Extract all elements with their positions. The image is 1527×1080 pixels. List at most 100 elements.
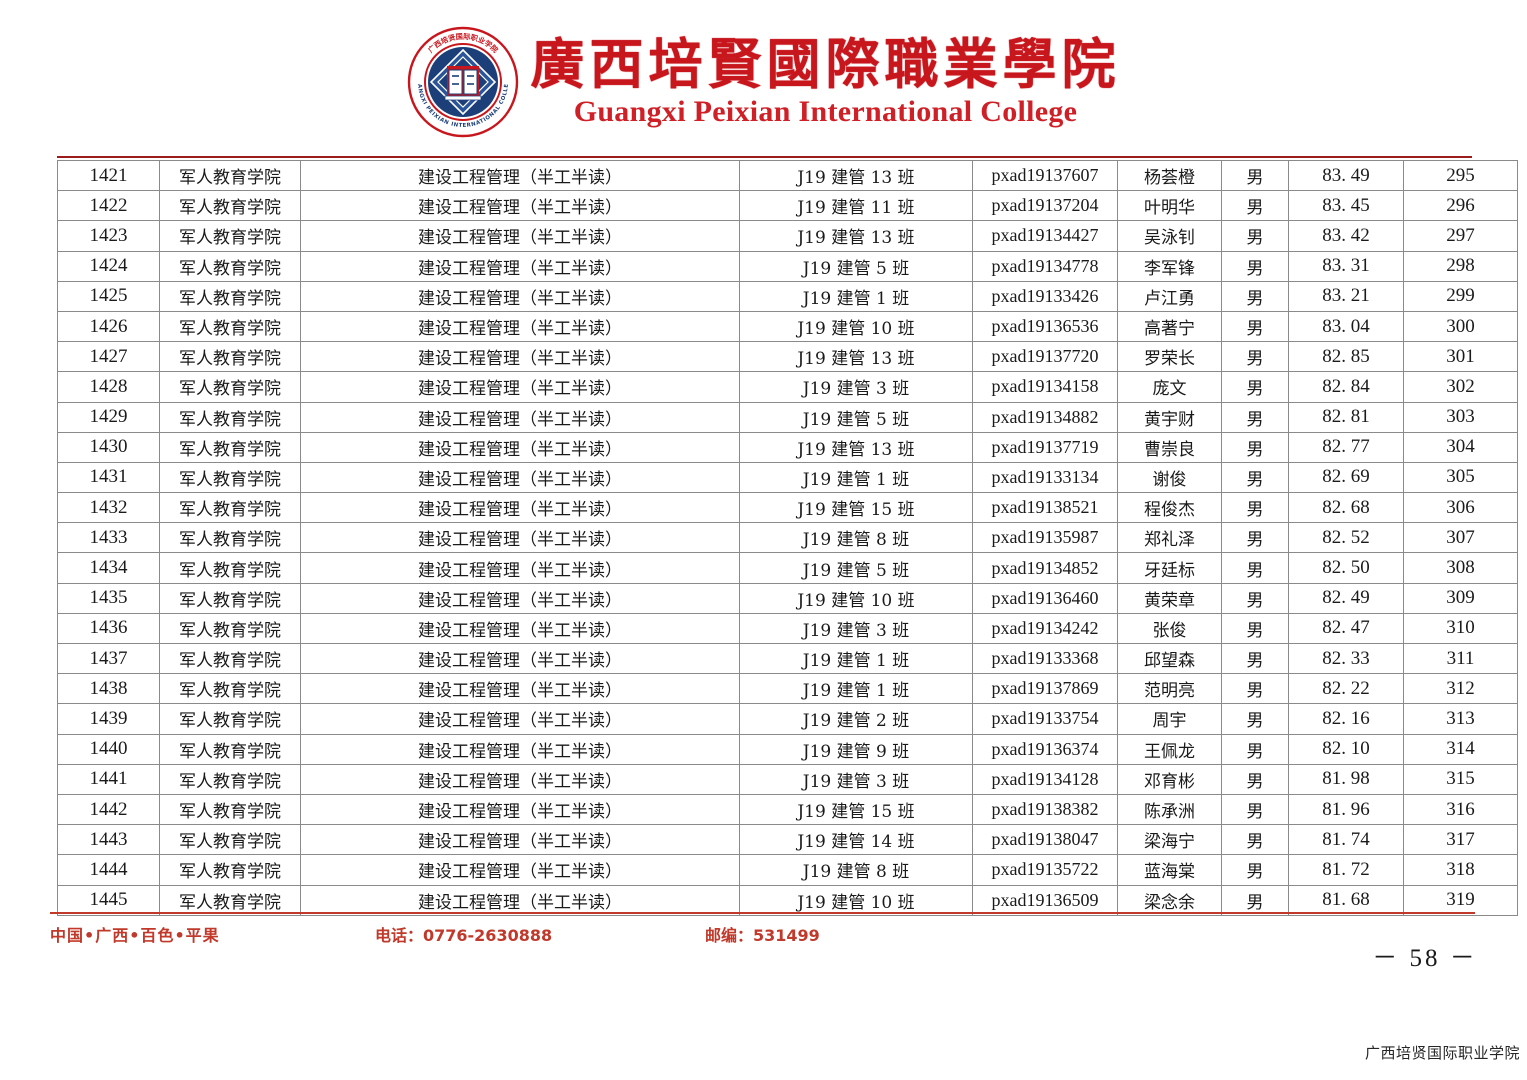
cell-gender: 男 bbox=[1221, 159, 1289, 192]
cell-class: J19 建管 1 班 bbox=[739, 673, 973, 705]
cell-rank: 306 bbox=[1403, 492, 1518, 524]
cell-sequence: 1442 bbox=[57, 793, 160, 826]
cell-score: 81. 74 bbox=[1288, 824, 1404, 856]
footer-contact-bar: 中国•广西•百色•平果 电话：0776-2630888 邮编：531499 bbox=[50, 918, 1475, 948]
cell-major: 建设工程管理（半工半读） bbox=[300, 552, 740, 584]
cell-sequence: 1437 bbox=[57, 642, 160, 675]
cell-major: 建设工程管理（半工半读） bbox=[300, 461, 740, 494]
table-top-rule bbox=[57, 156, 1472, 158]
cell-rank: 312 bbox=[1403, 673, 1518, 705]
cell-class: J19 建管 15 班 bbox=[739, 793, 973, 826]
footer-zipcode: 邮编：531499 bbox=[705, 926, 820, 945]
cell-class: J19 建管 13 班 bbox=[739, 431, 973, 463]
cell-name: 杨荟橙 bbox=[1117, 159, 1222, 192]
cell-gender: 男 bbox=[1221, 642, 1289, 675]
cell-score: 82. 68 bbox=[1288, 492, 1404, 524]
cell-gender: 男 bbox=[1221, 854, 1289, 886]
cell-class: J19 建管 5 班 bbox=[739, 552, 973, 584]
cell-sequence: 1435 bbox=[57, 582, 160, 614]
cell-college: 军人教育学院 bbox=[159, 793, 301, 826]
cell-name: 张俊 bbox=[1117, 612, 1222, 645]
cell-gender: 男 bbox=[1221, 824, 1289, 856]
student-roster-table: 1421 军人教育学院 建设工程管理（半工半读） J19 建管 13 班 pxad191… bbox=[57, 159, 1518, 916]
cell-class: J19 建管 14 班 bbox=[739, 824, 973, 856]
table-row: 1421 军人教育学院 建设工程管理（半工半读） J19 建管 13 班 pxad191… bbox=[57, 159, 1518, 192]
cell-gender: 男 bbox=[1221, 280, 1289, 312]
cell-score: 83. 04 bbox=[1288, 310, 1404, 343]
cell-gender: 男 bbox=[1221, 341, 1289, 373]
cell-student-id: pxad19134158 bbox=[972, 371, 1118, 403]
cell-college: 军人教育学院 bbox=[159, 310, 301, 343]
cell-student-id: pxad19138382 bbox=[972, 793, 1118, 826]
cell-class: J19 建管 13 班 bbox=[739, 159, 973, 192]
cell-gender: 男 bbox=[1221, 401, 1289, 433]
cell-rank: 318 bbox=[1403, 854, 1518, 886]
table-row: 1435 军人教育学院 建设工程管理（半工半读） J19 建管 10 班 pxad191… bbox=[57, 582, 1518, 614]
cell-score: 83. 21 bbox=[1288, 280, 1404, 312]
cell-student-id: pxad19134427 bbox=[972, 220, 1118, 252]
cell-gender: 男 bbox=[1221, 582, 1289, 614]
cell-rank: 297 bbox=[1403, 220, 1518, 252]
cell-student-id: pxad19138521 bbox=[972, 492, 1118, 524]
cell-name: 梁念余 bbox=[1117, 884, 1222, 916]
cell-class: J19 建管 1 班 bbox=[739, 642, 973, 675]
cell-name: 曹崇良 bbox=[1117, 431, 1222, 463]
cell-class: J19 建管 15 班 bbox=[739, 492, 973, 524]
cell-name: 叶明华 bbox=[1117, 190, 1222, 222]
cell-rank: 299 bbox=[1403, 280, 1518, 312]
cell-sequence: 1425 bbox=[57, 280, 160, 312]
cell-major: 建设工程管理（半工半读） bbox=[300, 612, 740, 645]
cell-score: 82. 85 bbox=[1288, 341, 1404, 373]
cell-score: 82. 52 bbox=[1288, 522, 1404, 554]
cell-college: 军人教育学院 bbox=[159, 220, 301, 252]
cell-college: 军人教育学院 bbox=[159, 461, 301, 494]
cell-class: J19 建管 8 班 bbox=[739, 854, 973, 886]
cell-gender: 男 bbox=[1221, 220, 1289, 252]
table-row: 1428 军人教育学院 建设工程管理（半工半读） J19 建管 3 班 pxad1913… bbox=[57, 371, 1518, 403]
cell-rank: 317 bbox=[1403, 824, 1518, 856]
cell-major: 建设工程管理（半工半读） bbox=[300, 824, 740, 856]
cell-sequence: 1434 bbox=[57, 552, 160, 584]
cell-sequence: 1438 bbox=[57, 673, 160, 705]
cell-score: 82. 22 bbox=[1288, 673, 1404, 705]
cell-college: 军人教育学院 bbox=[159, 431, 301, 463]
cell-score: 82. 33 bbox=[1288, 642, 1404, 675]
cell-name: 陈承洲 bbox=[1117, 793, 1222, 826]
table-row: 1427 军人教育学院 建设工程管理（半工半读） J19 建管 13 班 pxad191… bbox=[57, 341, 1518, 373]
cell-name: 庞文 bbox=[1117, 371, 1222, 403]
cell-score: 81. 96 bbox=[1288, 793, 1404, 826]
cell-class: J19 建管 3 班 bbox=[739, 763, 973, 795]
cell-score: 82. 77 bbox=[1288, 431, 1404, 463]
cell-major: 建设工程管理（半工半读） bbox=[300, 310, 740, 343]
cell-rank: 308 bbox=[1403, 552, 1518, 584]
cell-college: 军人教育学院 bbox=[159, 612, 301, 645]
cell-student-id: pxad19135722 bbox=[972, 854, 1118, 886]
cell-college: 军人教育学院 bbox=[159, 642, 301, 675]
cell-score: 82. 47 bbox=[1288, 612, 1404, 645]
cell-student-id: pxad19133134 bbox=[972, 461, 1118, 494]
cell-rank: 300 bbox=[1403, 310, 1518, 343]
table-row: 1445 军人教育学院 建设工程管理（半工半读） J19 建管 10 班 pxad191… bbox=[57, 884, 1518, 916]
cell-college: 军人教育学院 bbox=[159, 280, 301, 312]
cell-name: 谢俊 bbox=[1117, 461, 1222, 494]
cell-college: 军人教育学院 bbox=[159, 673, 301, 705]
cell-name: 吴泳钊 bbox=[1117, 220, 1222, 252]
cell-name: 高著宁 bbox=[1117, 310, 1222, 343]
cell-rank: 304 bbox=[1403, 431, 1518, 463]
cell-sequence: 1421 bbox=[57, 159, 160, 192]
cell-major: 建设工程管理（半工半读） bbox=[300, 371, 740, 403]
cell-class: J19 建管 1 班 bbox=[739, 461, 973, 494]
cell-college: 军人教育学院 bbox=[159, 341, 301, 373]
cell-student-id: pxad19136374 bbox=[972, 733, 1118, 765]
cell-college: 军人教育学院 bbox=[159, 250, 301, 282]
cell-college: 军人教育学院 bbox=[159, 522, 301, 554]
cell-student-id: pxad19133754 bbox=[972, 703, 1118, 735]
cell-college: 军人教育学院 bbox=[159, 763, 301, 795]
cell-score: 82. 69 bbox=[1288, 461, 1404, 494]
cell-rank: 313 bbox=[1403, 703, 1518, 735]
table-row: 1443 军人教育学院 建设工程管理（半工半读） J19 建管 14 班 pxad191… bbox=[57, 824, 1518, 856]
college-name-cn: 廣西培賢國際職業學院 bbox=[530, 32, 1121, 97]
college-emblem-icon: 广西培贤国际职业学院 GUANGXI PEIXIAN INTERNATIONAL… bbox=[407, 26, 519, 138]
cell-sequence: 1441 bbox=[57, 763, 160, 795]
cell-student-id: pxad19137720 bbox=[972, 341, 1118, 373]
